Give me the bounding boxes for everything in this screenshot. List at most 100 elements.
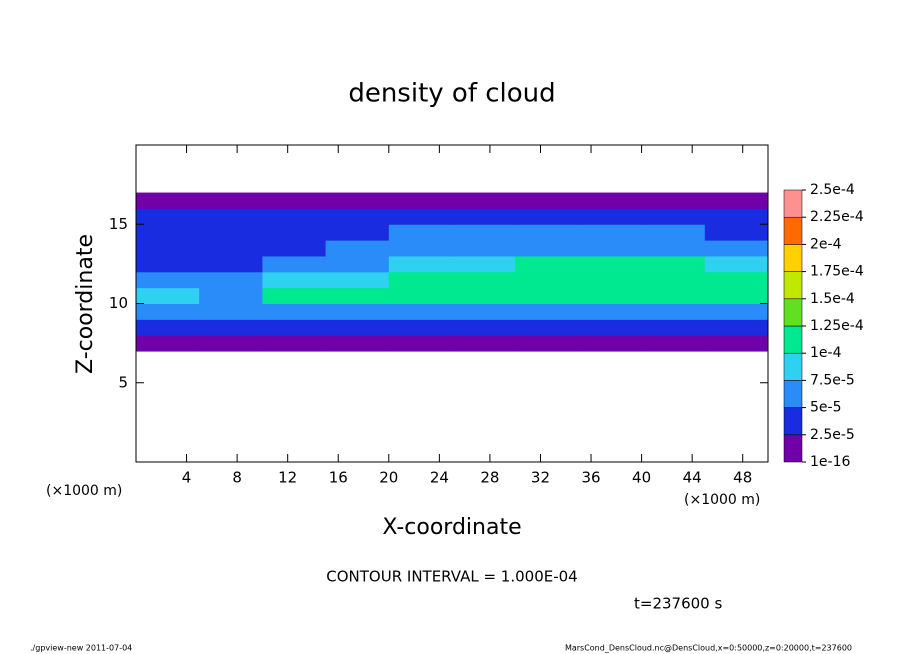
cell [452, 192, 516, 209]
colorbar-label: 2.25e-4 [810, 209, 864, 225]
cell [136, 319, 200, 336]
cell [641, 240, 706, 257]
cell [325, 271, 390, 289]
cell [325, 208, 390, 225]
cell [388, 208, 453, 225]
cell [262, 287, 327, 304]
cell [578, 208, 643, 225]
cell [641, 208, 706, 225]
cell [515, 208, 579, 225]
x-tick-label: 48 [733, 469, 752, 487]
cell [515, 255, 579, 273]
cell [452, 335, 516, 352]
cell [515, 192, 579, 209]
cell [199, 335, 263, 352]
cell [325, 255, 390, 273]
cell [578, 271, 643, 289]
cell [578, 255, 643, 273]
cell [641, 303, 706, 320]
cell [262, 255, 327, 273]
cell [262, 208, 327, 225]
cell [136, 208, 200, 225]
x-tick-label: 8 [232, 469, 242, 487]
x-tick-label: 28 [480, 469, 499, 487]
cell [136, 255, 200, 273]
cell [388, 224, 453, 241]
cell [515, 224, 579, 241]
cell [578, 192, 643, 209]
x-tick-label: 4 [182, 469, 192, 487]
cell [262, 303, 327, 320]
cell [578, 287, 643, 304]
cell [325, 303, 390, 320]
x-tick-label: 12 [278, 469, 297, 487]
cell [578, 335, 643, 352]
cell [325, 192, 390, 209]
cell [262, 335, 327, 352]
cell [388, 287, 453, 304]
colorbar-segment [783, 407, 803, 436]
colorbar-label: 2e-4 [810, 236, 842, 252]
cell [704, 192, 769, 209]
y-tick-label: 10 [109, 294, 128, 312]
cell [199, 240, 263, 257]
x-tick-label: 20 [379, 469, 398, 487]
cell [388, 271, 453, 289]
cell [136, 287, 200, 304]
cell [452, 319, 516, 336]
cell [136, 192, 200, 209]
cell [641, 255, 706, 273]
x-tick-label: 32 [531, 469, 550, 487]
cell [199, 303, 263, 320]
cell [199, 255, 263, 273]
colorbar-segment [783, 352, 803, 381]
cell [262, 271, 327, 289]
x-tick-label: 36 [581, 469, 600, 487]
cell [515, 319, 579, 336]
cell [641, 287, 706, 304]
cell [199, 192, 263, 209]
cell [452, 271, 516, 289]
cell [325, 335, 390, 352]
cell [325, 319, 390, 336]
cell [199, 287, 263, 304]
y-tick-label: 15 [109, 215, 128, 233]
cell [641, 335, 706, 352]
cell [515, 287, 579, 304]
cell [388, 255, 453, 273]
cell [578, 303, 643, 320]
cell [641, 319, 706, 336]
cell [388, 335, 453, 352]
x-unit: (×1000 m) [46, 483, 122, 499]
colorbar-segment [783, 380, 803, 408]
cell [136, 240, 200, 257]
colorbar-segment [783, 216, 803, 245]
cell [199, 224, 263, 241]
cell [704, 208, 769, 225]
colorbar-label: 1.5e-4 [810, 291, 855, 307]
cell [641, 271, 706, 289]
cell [515, 303, 579, 320]
colorbar-label: 1e-16 [810, 454, 850, 470]
colorbar-label: 5e-5 [810, 400, 841, 416]
cell [704, 303, 769, 320]
cell [199, 319, 263, 336]
colorbar-segment [783, 325, 803, 354]
cell [452, 255, 516, 273]
colorbar-segment [783, 298, 803, 327]
cell [136, 224, 200, 241]
cell [452, 303, 516, 320]
x-axis-label: X-coordinate [382, 515, 521, 540]
cell [704, 224, 769, 241]
cell [578, 224, 643, 241]
x-tick-label: 40 [632, 469, 651, 487]
cell [388, 240, 453, 257]
contour-note: CONTOUR INTERVAL = 1.000E-04 [326, 568, 577, 586]
colorbar-segment [783, 244, 803, 272]
cell [452, 224, 516, 241]
cell [704, 240, 769, 257]
colorbar-label: 7.5e-5 [810, 372, 855, 388]
x-tick-label: 24 [430, 469, 449, 487]
cell [704, 255, 769, 273]
